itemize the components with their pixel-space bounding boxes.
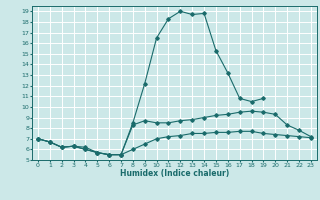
X-axis label: Humidex (Indice chaleur): Humidex (Indice chaleur)	[120, 169, 229, 178]
